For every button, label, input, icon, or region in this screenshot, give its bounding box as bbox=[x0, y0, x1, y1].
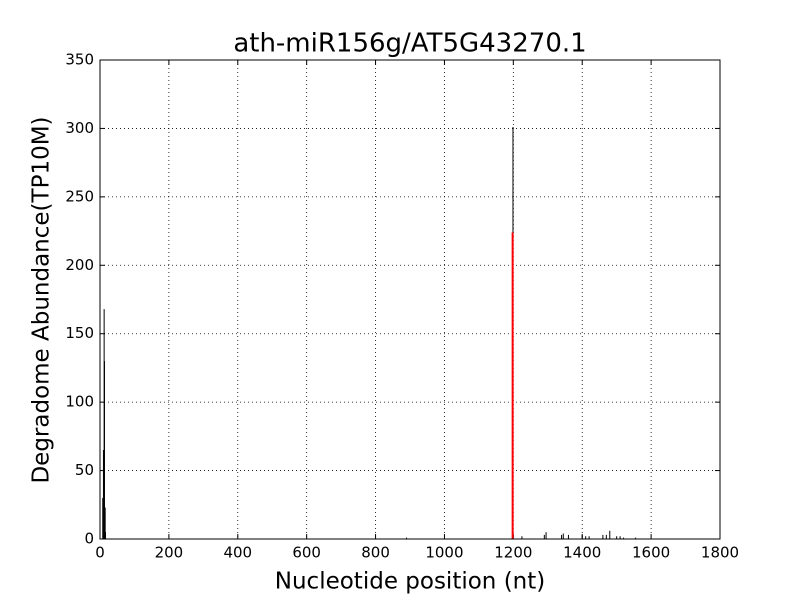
y-tick-label: 150 bbox=[65, 324, 94, 342]
y-tick-label: 200 bbox=[65, 256, 94, 274]
x-tick-label: 1200 bbox=[494, 544, 532, 562]
chart-title: ath-miR156g/AT5G43270.1 bbox=[233, 29, 586, 59]
x-tick-label: 1400 bbox=[563, 544, 601, 562]
y-tick-label: 0 bbox=[84, 530, 94, 548]
x-tick-label: 600 bbox=[292, 544, 321, 562]
x-tick-label: 200 bbox=[155, 544, 184, 562]
x-tick-label: 1600 bbox=[632, 544, 670, 562]
x-tick-label: 0 bbox=[95, 544, 105, 562]
y-axis-label: Degradome Abundance(TP10M) bbox=[29, 116, 55, 483]
y-tick-label: 100 bbox=[65, 393, 94, 411]
plot-frame bbox=[99, 59, 721, 540]
y-tick-label: 300 bbox=[65, 119, 94, 137]
y-tick-label: 50 bbox=[75, 461, 94, 479]
y-tick-label: 250 bbox=[65, 187, 94, 205]
x-axis-label: Nucleotide position (nt) bbox=[275, 569, 545, 595]
x-tick-label: 400 bbox=[223, 544, 252, 562]
x-tick-label: 1800 bbox=[701, 544, 739, 562]
x-tick-label: 1000 bbox=[425, 544, 463, 562]
x-tick-label: 800 bbox=[361, 544, 390, 562]
y-tick-label: 350 bbox=[65, 51, 94, 69]
